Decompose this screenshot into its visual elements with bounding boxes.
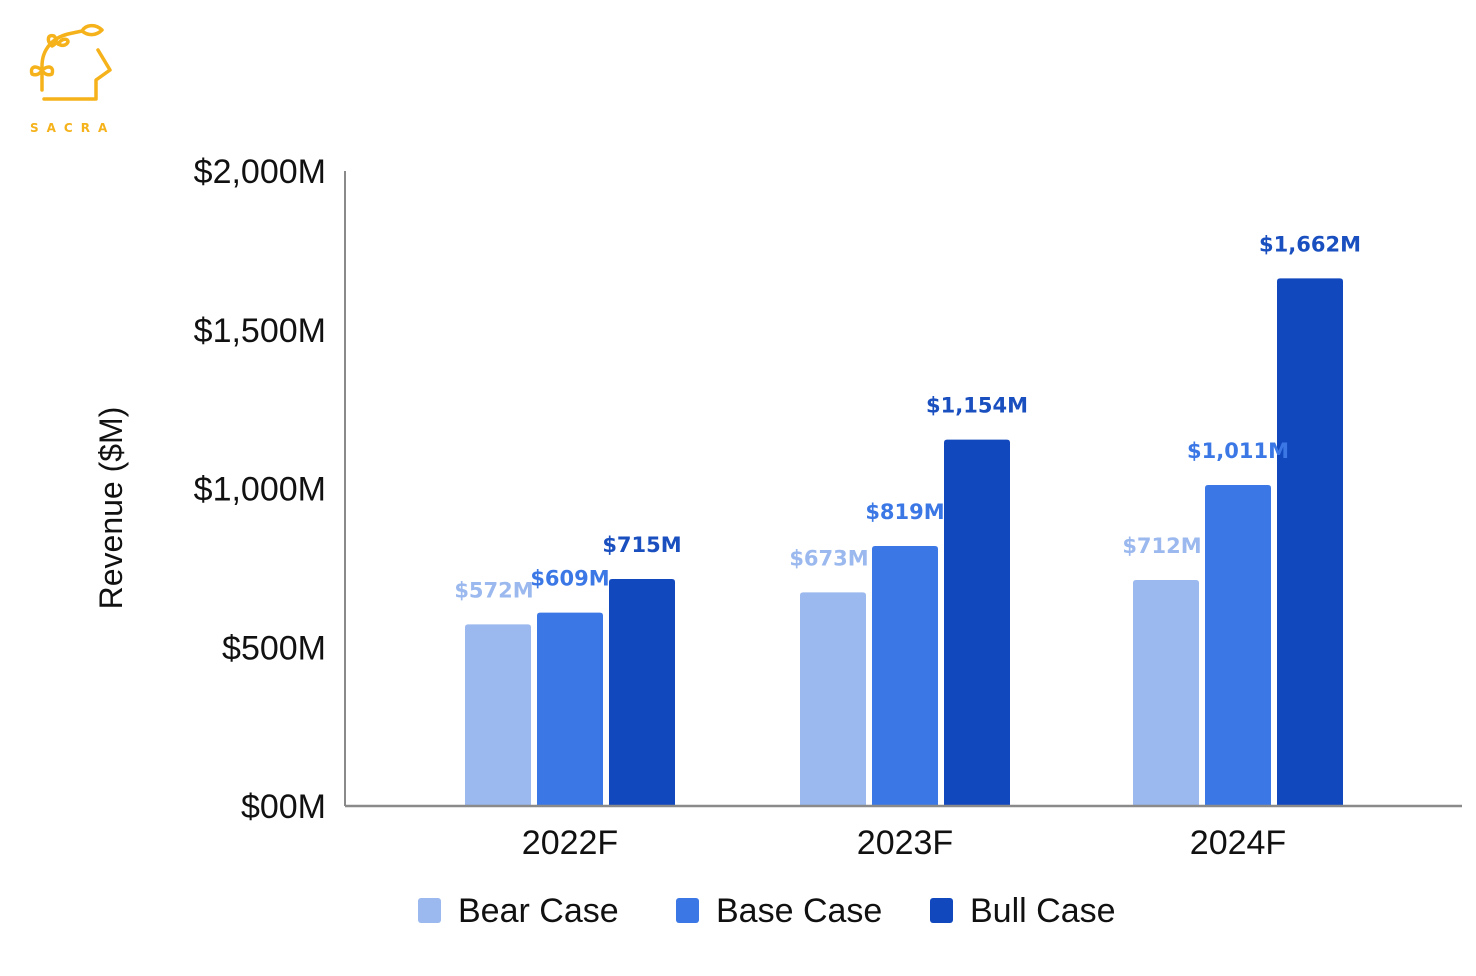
bar-base-case-2022F bbox=[537, 612, 603, 806]
bar-bear-case-2023F bbox=[800, 592, 866, 806]
data-label: $819M bbox=[865, 500, 944, 524]
bar-bull-case-2024F bbox=[1277, 278, 1343, 806]
data-label: $1,154M bbox=[926, 394, 1028, 418]
bar-bear-case-2022F bbox=[465, 624, 531, 806]
legend-label: Bull Case bbox=[970, 892, 1116, 930]
bar-bear-case-2024F bbox=[1133, 579, 1199, 806]
bar-base-case-2023F bbox=[872, 545, 938, 806]
legend: Bear Case Base Case Bull Case bbox=[418, 892, 1116, 930]
x-tick-label: 2022F bbox=[522, 824, 618, 862]
data-label: $609M bbox=[530, 567, 609, 591]
data-label: $715M bbox=[602, 533, 681, 557]
data-label: $572M bbox=[454, 578, 533, 602]
data-label: $1,662M bbox=[1259, 232, 1361, 256]
legend-label: Base Case bbox=[716, 892, 882, 930]
y-tick-label: $1,000M bbox=[194, 471, 326, 509]
x-tick-label: 2024F bbox=[1190, 824, 1286, 862]
bar-base-case-2024F bbox=[1205, 485, 1271, 806]
data-label: $712M bbox=[1122, 534, 1201, 558]
data-label: $673M bbox=[789, 546, 868, 570]
y-tick-label: $500M bbox=[222, 629, 326, 667]
y-tick-label: $2,000M bbox=[194, 153, 326, 191]
sacra-logo-icon bbox=[29, 23, 112, 101]
legend-label: Bear Case bbox=[458, 892, 619, 930]
y-tick-label: $00M bbox=[241, 788, 326, 826]
legend-swatch-bear-case bbox=[418, 898, 441, 923]
sacra-wordmark: SACRA bbox=[30, 121, 116, 135]
bar-bull-case-2022F bbox=[609, 578, 675, 806]
legend-swatch-base-case bbox=[676, 898, 699, 923]
x-tick-label: 2023F bbox=[857, 824, 953, 862]
bar-bull-case-2023F bbox=[944, 439, 1010, 806]
y-axis-label: Revenue ($M) bbox=[93, 407, 129, 610]
y-tick-label: $1,500M bbox=[194, 312, 326, 350]
data-label: $1,011M bbox=[1187, 439, 1289, 463]
legend-swatch-bull-case bbox=[930, 898, 953, 923]
